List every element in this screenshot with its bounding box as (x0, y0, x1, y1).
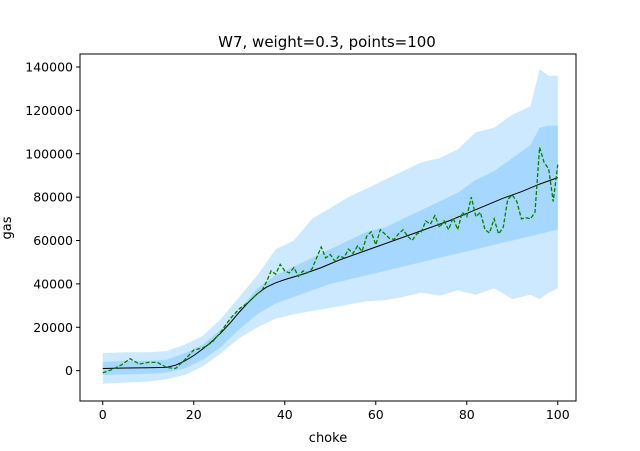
x-tick-label: 100 (546, 407, 570, 422)
outer-uncertainty-band (102, 69, 558, 384)
x-axis: 0 20 40 60 80 100 (99, 401, 570, 422)
y-axis: 0 20000 40000 60000 80000 100000 120000 140000 (25, 60, 80, 378)
plot-frame (79, 53, 577, 402)
x-tick-label: 0 (99, 407, 107, 422)
x-tick-label: 40 (277, 407, 293, 422)
observed-line (102, 147, 559, 374)
x-tick-label: 80 (459, 407, 475, 422)
y-tick-label: 140000 (25, 60, 73, 75)
y-tick-label: 0 (65, 363, 73, 378)
plot-area (102, 69, 559, 384)
y-axis-label: gas (0, 216, 15, 239)
inner-uncertainty-band (102, 125, 558, 375)
y-tick-label: 60000 (33, 233, 73, 248)
y-tick-label: 40000 (33, 276, 73, 291)
y-tick-label: 100000 (25, 146, 73, 161)
y-tick-label: 80000 (33, 190, 73, 205)
x-axis-label: choke (309, 431, 347, 446)
chart-title: W7, weight=0.3, points=100 (218, 33, 436, 51)
y-tick-label: 120000 (25, 103, 73, 118)
y-tick-label: 20000 (33, 320, 73, 335)
x-tick-label: 60 (368, 407, 384, 422)
x-tick-label: 20 (186, 407, 202, 422)
